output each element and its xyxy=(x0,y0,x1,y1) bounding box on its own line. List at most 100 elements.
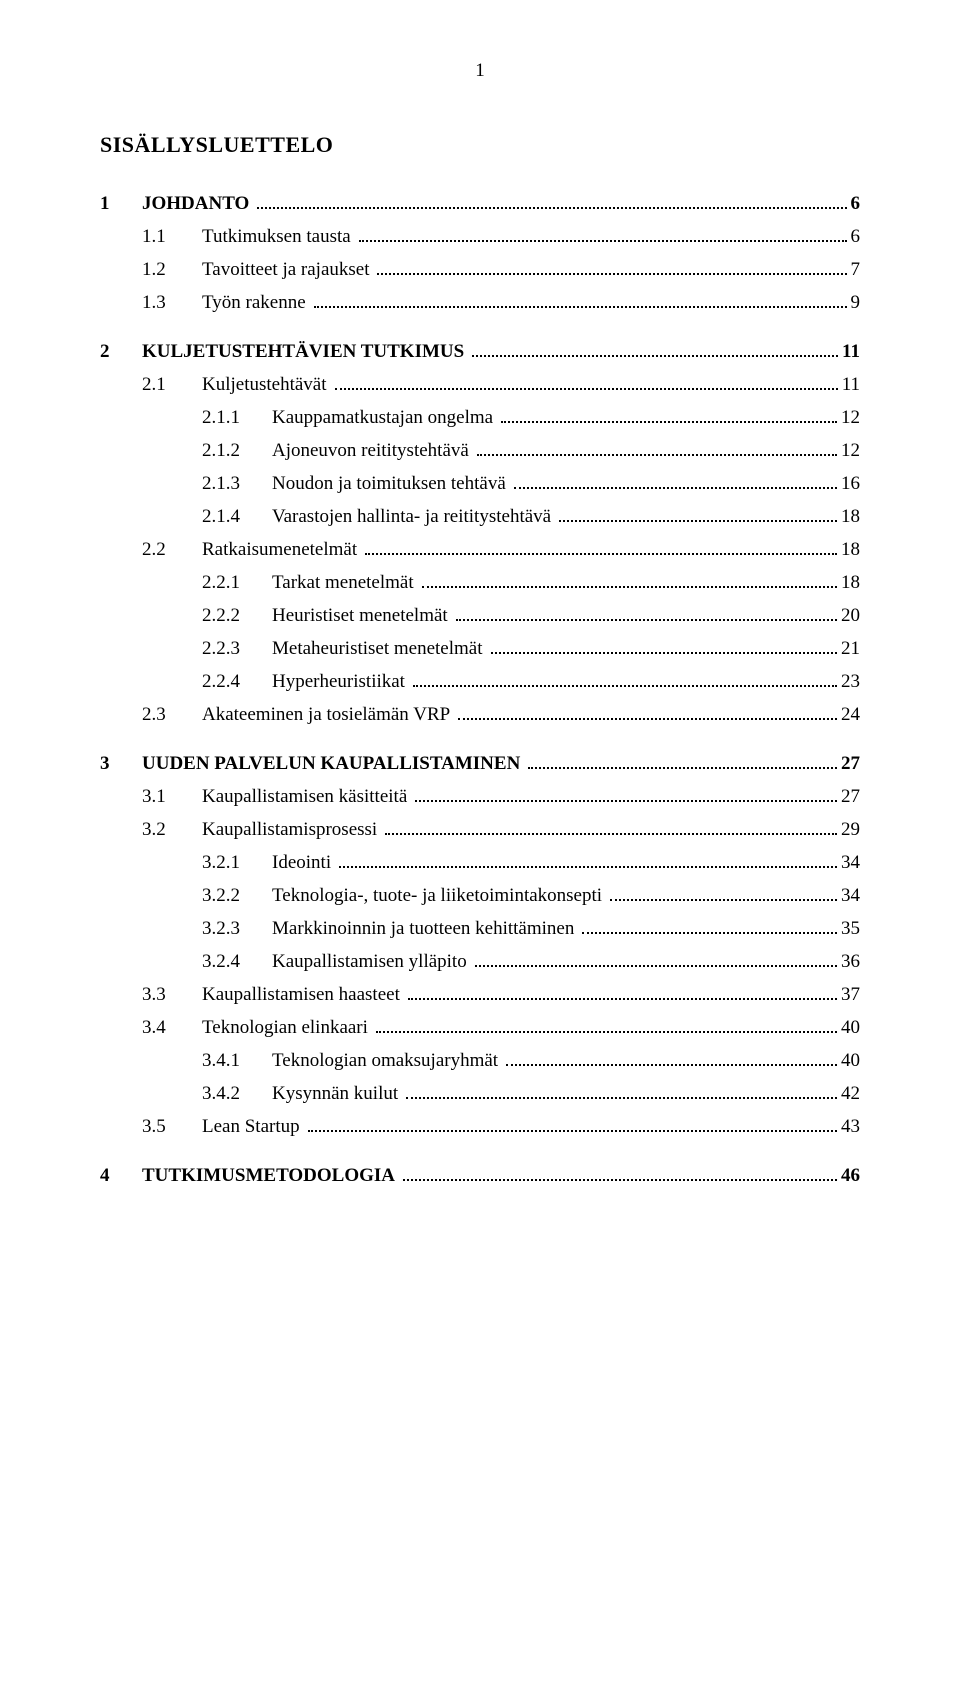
toc-leader xyxy=(377,273,846,275)
toc-entry-page: 6 xyxy=(851,227,861,246)
section-gap xyxy=(100,326,860,342)
toc-entry-page: 24 xyxy=(841,705,860,724)
toc-row: 1.1Tutkimuksen tausta6 xyxy=(100,227,860,246)
toc-leader xyxy=(314,306,847,308)
toc-row: 3.4.1Teknologian omaksujaryhmät40 xyxy=(100,1051,860,1070)
toc-entry-number: 4 xyxy=(100,1166,142,1185)
toc-entry-label: Tarkat menetelmät xyxy=(272,573,418,592)
toc-title: SISÄLLYSLUETTELO xyxy=(100,132,860,158)
toc-entry-number: 2.2.1 xyxy=(202,573,272,592)
toc-entry-label: Ratkaisumenetelmät xyxy=(202,540,361,559)
toc-leader xyxy=(514,487,837,489)
toc-row: 3.5Lean Startup43 xyxy=(100,1117,860,1136)
toc-entry-number: 3.2.2 xyxy=(202,886,272,905)
toc-entry-label: UUDEN PALVELUN KAUPALLISTAMINEN xyxy=(142,754,524,773)
toc-entry-page: 27 xyxy=(841,754,860,773)
toc-row: 2.3Akateeminen ja tosielämän VRP 24 xyxy=(100,705,860,724)
toc-entry-label: Kaupallistamisprosessi xyxy=(202,820,381,839)
toc-entry-number: 3.5 xyxy=(142,1117,202,1136)
toc-row: 3.4.2Kysynnän kuilut42 xyxy=(100,1084,860,1103)
toc-leader xyxy=(422,586,837,588)
toc-entry-page: 34 xyxy=(841,886,860,905)
toc-leader xyxy=(403,1179,837,1181)
toc-row: 3.2.1Ideointi34 xyxy=(100,853,860,872)
toc-entry-number: 2.2.3 xyxy=(202,639,272,658)
toc-entry-page: 29 xyxy=(841,820,860,839)
toc-entry-page: 18 xyxy=(841,573,860,592)
toc-entry-label: Kauppamatkustajan ongelma xyxy=(272,408,497,427)
toc-entry-label: Kysynnän kuilut xyxy=(272,1084,402,1103)
toc-row: 2.1Kuljetustehtävät11 xyxy=(100,375,860,394)
toc-entry-number: 2.2.4 xyxy=(202,672,272,691)
toc-entry-page: 40 xyxy=(841,1018,860,1037)
toc-leader xyxy=(559,520,837,522)
toc-row: 1.3Työn rakenne 9 xyxy=(100,293,860,312)
toc-entry-label: Teknologian elinkaari xyxy=(202,1018,372,1037)
toc-leader xyxy=(491,652,837,654)
toc-leader xyxy=(456,619,837,621)
toc-entry-label: Ideointi xyxy=(272,853,335,872)
toc-leader xyxy=(376,1031,837,1033)
toc-entry-page: 11 xyxy=(842,342,860,361)
toc-entry-number: 2.3 xyxy=(142,705,202,724)
toc-row: 2.1.1Kauppamatkustajan ongelma12 xyxy=(100,408,860,427)
toc-entry-number: 2.1.3 xyxy=(202,474,272,493)
toc-leader xyxy=(475,965,837,967)
toc-entry-page: 9 xyxy=(851,293,861,312)
toc-entry-label: Tavoitteet ja rajaukset xyxy=(202,260,373,279)
toc-entry-label: Kaupallistamisen haasteet xyxy=(202,985,404,1004)
toc-entry-number: 2.2 xyxy=(142,540,202,559)
toc-entry-page: 36 xyxy=(841,952,860,971)
toc-entry-label: TUTKIMUSMETODOLOGIA xyxy=(142,1166,399,1185)
toc-entry-label: Kaupallistamisen käsitteitä xyxy=(202,787,411,806)
toc-leader xyxy=(408,998,837,1000)
toc-entry-label: Työn rakenne xyxy=(202,293,310,312)
toc-entry-label: Kaupallistamisen ylläpito xyxy=(272,952,471,971)
toc-entry-label: JOHDANTO xyxy=(142,194,253,213)
toc-entry-page: 11 xyxy=(842,375,860,394)
toc-entry-label: Ajoneuvon reititystehtävä xyxy=(272,441,473,460)
toc-row: 3.2.4Kaupallistamisen ylläpito36 xyxy=(100,952,860,971)
toc-entry-number: 3.2.3 xyxy=(202,919,272,938)
toc-entry-page: 23 xyxy=(841,672,860,691)
toc-entry-label: Akateeminen ja tosielämän VRP xyxy=(202,705,454,724)
toc-row: 3.1Kaupallistamisen käsitteitä27 xyxy=(100,787,860,806)
toc-leader xyxy=(458,718,837,720)
section-gap xyxy=(100,1150,860,1166)
toc-entry-number: 3.4.1 xyxy=(202,1051,272,1070)
toc-entry-number: 1.3 xyxy=(142,293,202,312)
toc-entry-number: 3.2 xyxy=(142,820,202,839)
toc-entry-page: 6 xyxy=(851,194,861,213)
toc-entry-number: 3.3 xyxy=(142,985,202,1004)
toc-entry-page: 46 xyxy=(841,1166,860,1185)
toc-row: 2.1.3Noudon ja toimituksen tehtävä16 xyxy=(100,474,860,493)
toc-container: 1JOHDANTO61.1Tutkimuksen tausta61.2Tavoi… xyxy=(100,194,860,1185)
toc-row: 3.4Teknologian elinkaari 40 xyxy=(100,1018,860,1037)
toc-entry-number: 3.1 xyxy=(142,787,202,806)
toc-row: 2.2.1Tarkat menetelmät 18 xyxy=(100,573,860,592)
toc-row: 3.2.2Teknologia-, tuote- ja liiketoimint… xyxy=(100,886,860,905)
toc-row: 2KULJETUSTEHTÄVIEN TUTKIMUS11 xyxy=(100,342,860,361)
toc-entry-number: 3.4 xyxy=(142,1018,202,1037)
toc-entry-page: 20 xyxy=(841,606,860,625)
toc-leader xyxy=(359,240,847,242)
toc-leader xyxy=(413,685,837,687)
toc-entry-page: 12 xyxy=(841,408,860,427)
toc-entry-page: 12 xyxy=(841,441,860,460)
toc-entry-label: Hyperheuristiikat xyxy=(272,672,409,691)
toc-row: 3.2Kaupallistamisprosessi 29 xyxy=(100,820,860,839)
toc-entry-number: 2.1 xyxy=(142,375,202,394)
toc-leader xyxy=(406,1097,837,1099)
page-number: 1 xyxy=(100,60,860,82)
toc-row: 3.3Kaupallistamisen haasteet 37 xyxy=(100,985,860,1004)
toc-entry-page: 43 xyxy=(841,1117,860,1136)
toc-entry-page: 37 xyxy=(841,985,860,1004)
toc-row: 1JOHDANTO6 xyxy=(100,194,860,213)
toc-leader xyxy=(610,899,837,901)
toc-row: 1.2Tavoitteet ja rajaukset7 xyxy=(100,260,860,279)
toc-entry-number: 3.2.1 xyxy=(202,853,272,872)
toc-entry-number: 3.4.2 xyxy=(202,1084,272,1103)
toc-entry-page: 7 xyxy=(851,260,861,279)
toc-entry-number: 1.1 xyxy=(142,227,202,246)
toc-leader xyxy=(257,207,846,209)
